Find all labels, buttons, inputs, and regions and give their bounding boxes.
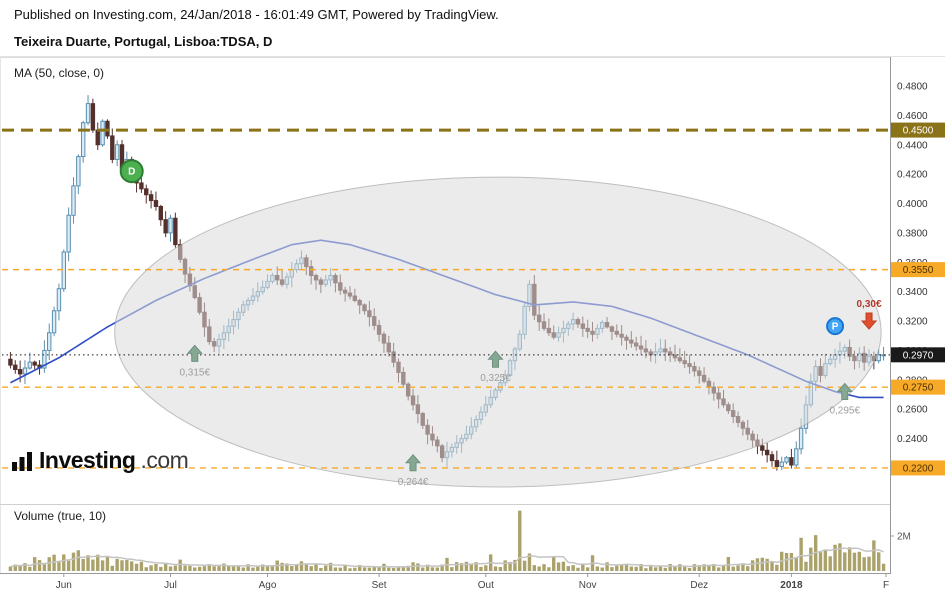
svg-text:0.3200: 0.3200 [897, 317, 928, 328]
chart-area[interactable]: D 0,315€ 0,264€ 0,325€ 0,295€ P 0,30€ 0.4800 0.4… [0, 56, 945, 599]
volume-axis-label: 2M [897, 532, 911, 543]
svg-text:0,315€: 0,315€ [179, 367, 210, 378]
price-volume-chart[interactable]: D 0,315€ 0,264€ 0,325€ 0,295€ P 0,30€ 0.4800 0.4… [0, 57, 945, 599]
svg-text:0.3800: 0.3800 [897, 228, 928, 239]
watermark-text-bold: Investing [39, 447, 136, 473]
investing-logo-icon [12, 451, 32, 471]
buy-signal-arrow[interactable] [186, 344, 203, 362]
price-level-badge [891, 460, 945, 476]
price-level-badge [891, 122, 945, 138]
svg-text:0.2970: 0.2970 [903, 350, 934, 361]
investing-watermark: Investing .com [12, 447, 189, 474]
svg-text:0.4000: 0.4000 [897, 199, 928, 210]
marker-circle-P[interactable] [826, 317, 845, 336]
ma-indicator-label: MA (50, close, 0) [14, 66, 105, 80]
marker-circle-D[interactable] [119, 159, 144, 184]
price-axis[interactable]: 0.48000.46000.44000.42000.40000.38000.36… [891, 82, 945, 476]
instrument-title: Teixeira Duarte, Portugal, Lisboa:TDSA, … [14, 34, 273, 49]
time-axis[interactable]: Jun Jul Ago Set Out Nov Dez 2018 F [56, 573, 889, 591]
svg-text:0.4400: 0.4400 [897, 140, 928, 151]
level-lines[interactable] [2, 128, 890, 469]
svg-text:0,30€: 0,30€ [857, 299, 882, 310]
price-level-badge [891, 347, 945, 363]
svg-text:0.3400: 0.3400 [897, 287, 928, 298]
trend-ellipse-annotation[interactable] [114, 176, 882, 488]
svg-text:0.2600: 0.2600 [897, 405, 928, 416]
svg-text:0,325€: 0,325€ [480, 373, 511, 384]
svg-text:P: P [832, 322, 839, 333]
time-axis-label: Jun [56, 580, 72, 591]
time-axis-label: Dez [690, 580, 708, 591]
svg-text:0.4600: 0.4600 [897, 111, 928, 122]
watermark-text-suffix: .com [140, 447, 189, 473]
time-axis-label: Out [478, 580, 494, 591]
svg-text:0.3550: 0.3550 [903, 265, 934, 276]
svg-text:0.2400: 0.2400 [897, 434, 928, 445]
svg-text:D: D [128, 167, 135, 178]
svg-text:0.4800: 0.4800 [897, 82, 928, 93]
time-axis-label: Nov [579, 580, 597, 591]
svg-text:0,295€: 0,295€ [829, 406, 860, 417]
buy-signal-arrow[interactable] [404, 454, 422, 472]
time-axis-label: Ago [259, 580, 277, 591]
volume-indicator-label: Volume (true, 10) [14, 509, 107, 523]
buy-signal-arrow[interactable] [487, 350, 504, 368]
price-level-badge [891, 262, 945, 278]
volume-bars[interactable] [8, 510, 886, 571]
pane-borders [0, 57, 891, 574]
sell-signal-arrow[interactable] [860, 312, 878, 330]
time-axis-label: 2018 [780, 580, 803, 591]
price-level-badge [891, 379, 945, 395]
svg-text:0,264€: 0,264€ [398, 477, 429, 488]
buy-signal-arrow[interactable] [836, 382, 853, 401]
time-axis-label: F [883, 580, 889, 591]
svg-text:0.2750: 0.2750 [903, 383, 934, 394]
svg-text:0.2200: 0.2200 [903, 463, 934, 474]
time-axis-label: Set [372, 580, 387, 591]
svg-text:0.4500: 0.4500 [903, 126, 934, 137]
signal-markers[interactable]: D 0,315€ 0,264€ 0,325€ 0,295€ P 0,30€ [119, 159, 882, 488]
volume-ma-line [10, 547, 884, 568]
svg-text:0.4200: 0.4200 [897, 170, 928, 181]
time-axis-label: Jul [164, 580, 177, 591]
published-line: Published on Investing.com, 24/Jan/2018 … [14, 7, 499, 22]
